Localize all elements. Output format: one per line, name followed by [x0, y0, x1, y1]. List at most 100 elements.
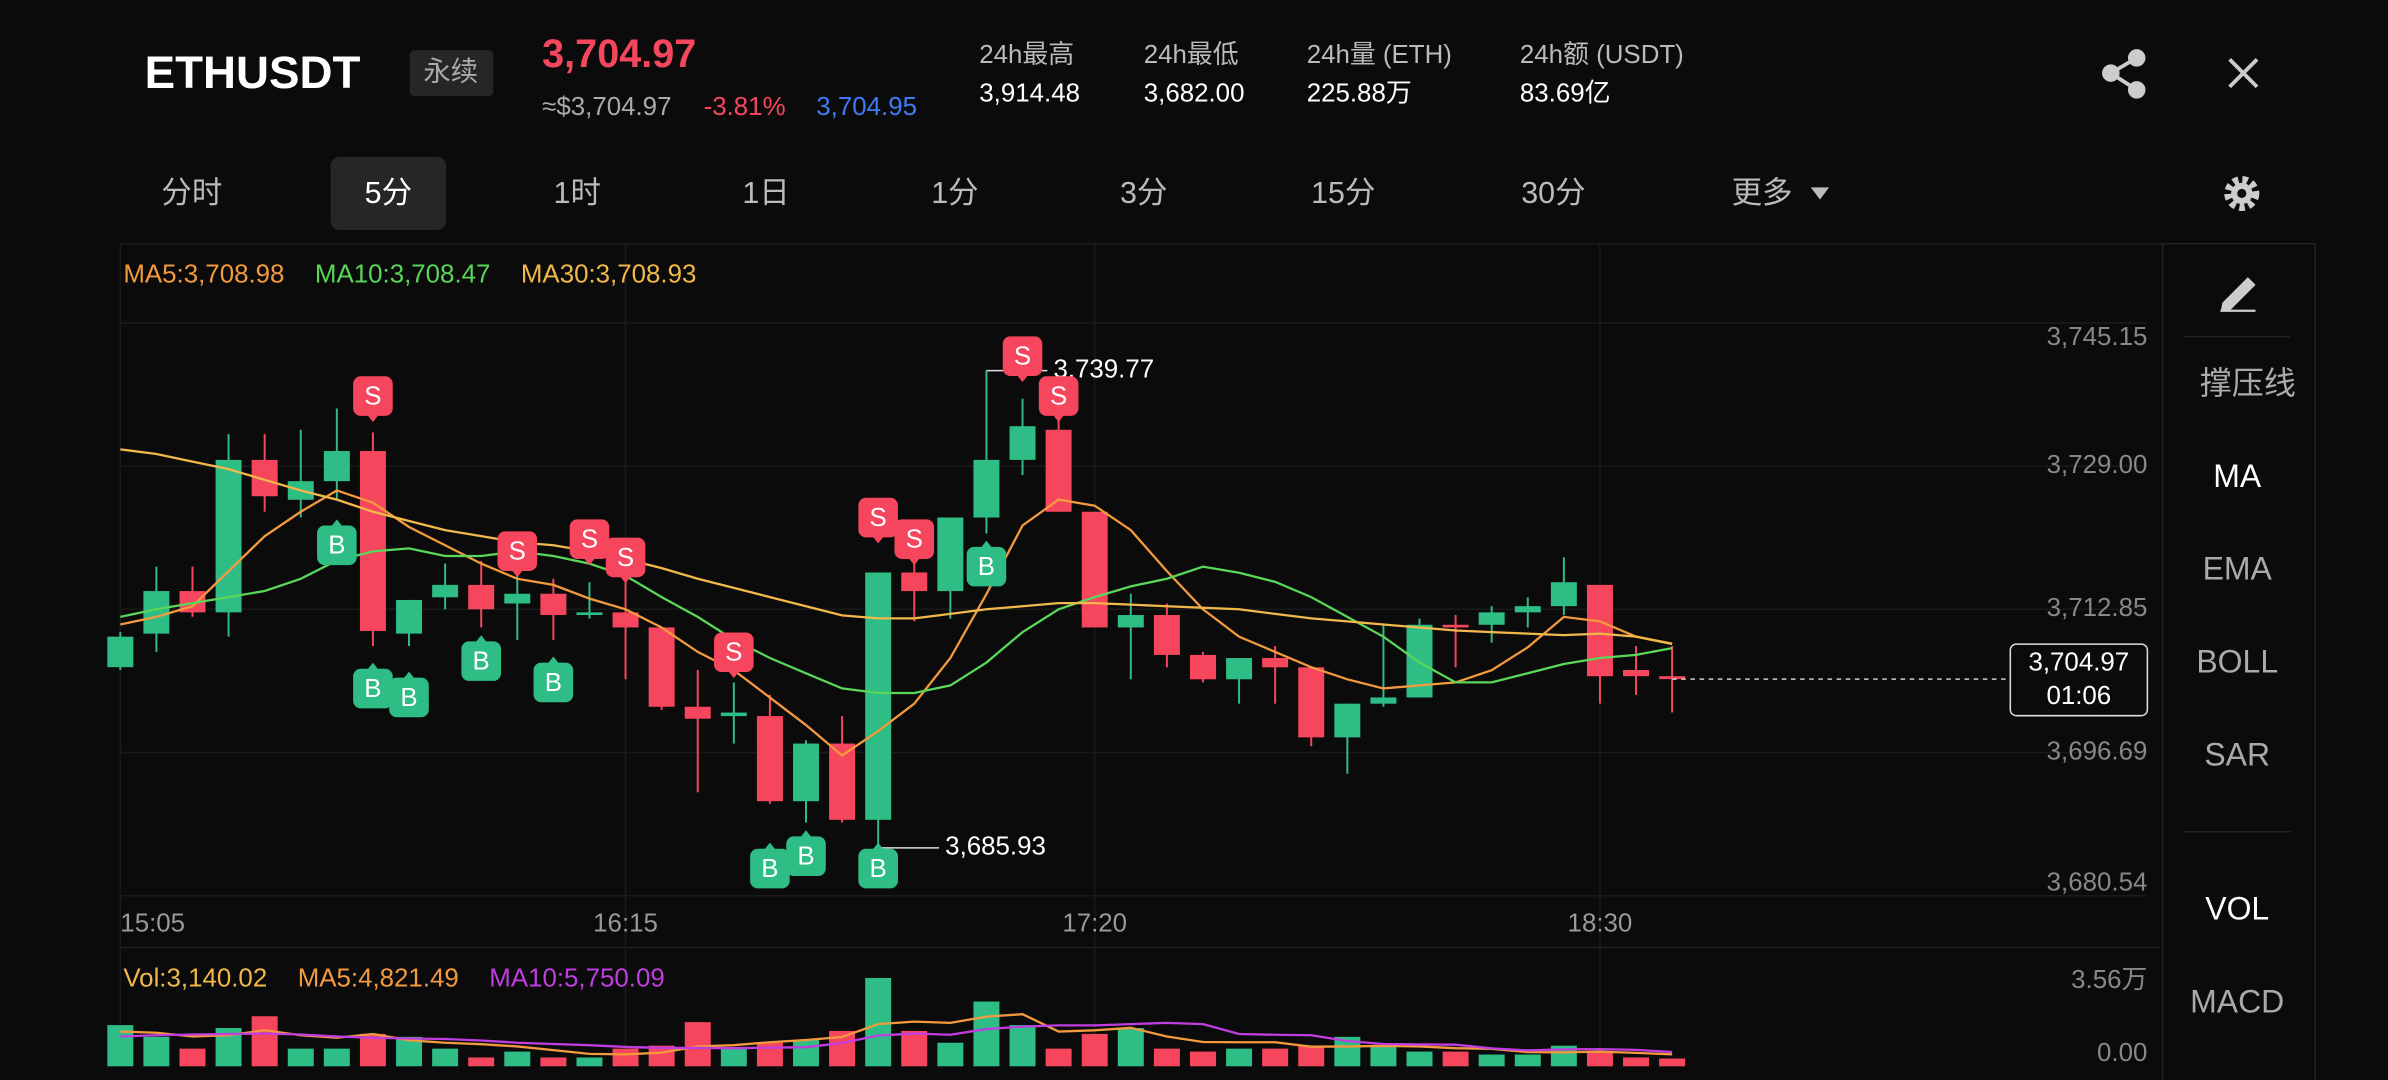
trade-marker	[605, 537, 646, 578]
indicator[interactable]: 撑压线	[2200, 365, 2296, 401]
marker-tail	[366, 662, 380, 671]
volume-bar	[1081, 1033, 1108, 1067]
candle-body	[540, 593, 567, 616]
volume-bar	[540, 1057, 567, 1067]
trade-marker-label: S	[870, 504, 887, 532]
candle-body	[1442, 624, 1469, 628]
volume-bar	[143, 1036, 170, 1067]
tab[interactable]: 1日	[742, 176, 789, 210]
volume-bar	[1442, 1051, 1469, 1067]
trade-marker-label: B	[473, 647, 490, 675]
candle-body	[576, 612, 603, 616]
trade-marker	[353, 376, 393, 416]
trade-marker-label: B	[545, 669, 562, 697]
volume-bar	[1189, 1051, 1216, 1067]
volume-bar	[793, 1039, 819, 1067]
candle-body	[901, 572, 928, 592]
candle-body	[468, 584, 495, 610]
price-tag-countdown: 01:06	[2046, 682, 2111, 710]
stat-label: 24h量 (ETH)	[1307, 41, 1452, 69]
tab[interactable]: 1时	[554, 176, 601, 210]
tab-more[interactable]: 更多	[1732, 176, 1793, 210]
volume-bar	[1623, 1057, 1650, 1067]
volume-bar	[359, 1033, 386, 1067]
marker-tail	[619, 575, 632, 584]
ma-line	[120, 489, 1673, 757]
tab[interactable]: 1分	[931, 176, 978, 210]
vol-ma-line	[120, 1013, 1673, 1056]
marker-tail	[1016, 374, 1029, 383]
extreme-label: 3,685.93	[945, 833, 1046, 861]
volume-bar	[576, 1057, 603, 1067]
change: -3.81%	[704, 93, 786, 121]
settings-button[interactable]	[2224, 175, 2260, 211]
candle-body	[504, 593, 531, 604]
trade-marker-label: S	[1014, 343, 1031, 371]
candle-body	[1081, 511, 1108, 628]
volume-bar	[468, 1057, 495, 1067]
tab[interactable]: 15分	[1311, 176, 1375, 210]
volume-bar	[1045, 1048, 1072, 1067]
marker-tail	[908, 557, 921, 566]
y-tick-label: 3,729.00	[2047, 451, 2148, 479]
vol-ma-line	[120, 1021, 1673, 1054]
x-tick-label: 17:20	[1062, 909, 1127, 937]
tab[interactable]: 分时	[161, 176, 222, 210]
contract-type: 永续	[423, 55, 478, 86]
trade-marker	[1038, 376, 1079, 416]
candle-body	[1586, 584, 1613, 677]
candle-body	[1009, 426, 1036, 460]
legend-entry: MA5:3,708.98	[123, 261, 284, 289]
trade-marker-label: S	[725, 639, 742, 667]
stat-label: 24h额 (USDT)	[1520, 40, 1684, 69]
share-button[interactable]	[2102, 49, 2146, 99]
marker-tail	[872, 535, 885, 544]
legend-entry: MA5:4,821.49	[298, 964, 459, 992]
trade-marker-label: S	[364, 382, 381, 410]
tab[interactable]: 30分	[1521, 176, 1585, 210]
draw-tool[interactable]	[2220, 277, 2256, 313]
volume-bar	[179, 1048, 206, 1067]
indicator-active[interactable]: VOL	[2205, 890, 2269, 926]
candle-body	[793, 743, 819, 802]
candle-body	[1623, 669, 1650, 677]
tab-active[interactable]: 5分	[365, 176, 412, 210]
contract-badge	[409, 50, 494, 96]
volume-bar	[1586, 1051, 1613, 1067]
volume-bar	[1514, 1054, 1541, 1067]
y-tick-label: 3,696.69	[2047, 737, 2148, 765]
candle-body	[1153, 615, 1180, 655]
indicator[interactable]: SAR	[2204, 737, 2270, 773]
indicator-active[interactable]: MA	[2213, 458, 2262, 494]
indicator[interactable]: BOLL	[2196, 644, 2278, 680]
marker-tail	[547, 656, 560, 665]
tab[interactable]: 3分	[1120, 176, 1167, 210]
stat-value: 3,914.48	[979, 79, 1080, 107]
x-tick-label: 16:15	[593, 909, 658, 937]
indicator[interactable]: MACD	[2190, 983, 2284, 1019]
volume-bar	[1262, 1048, 1289, 1067]
price-tag	[2009, 643, 2149, 717]
trade-marker	[966, 546, 1007, 587]
marker-tail	[727, 670, 740, 679]
trade-marker-label: S	[1050, 382, 1067, 410]
candle-body	[143, 591, 170, 634]
trade-marker-label: B	[978, 553, 995, 581]
stat-label: 24h最低	[1144, 40, 1239, 69]
mark-price: 3,704.95	[816, 93, 917, 121]
marker-tail	[366, 414, 380, 422]
y-tick-label: 3,680.54	[2047, 868, 2148, 896]
ma-line	[120, 547, 1673, 695]
trade-marker	[1002, 336, 1043, 376]
candle-body	[1334, 703, 1361, 738]
candle-body	[684, 706, 711, 719]
candle-body	[1262, 658, 1289, 668]
close-button[interactable]	[2228, 58, 2259, 89]
candle-body	[756, 716, 783, 802]
usd-price: ≈$3,704.97	[542, 93, 671, 121]
indicator[interactable]: EMA	[2203, 551, 2273, 587]
chart: 3,745.15 3,729.00 3,712.85 3,696.69 3,680.54…	[107, 243, 2149, 1067]
stat-value: 3,682.00	[1144, 79, 1245, 107]
trade-marker-label: S	[617, 544, 634, 572]
